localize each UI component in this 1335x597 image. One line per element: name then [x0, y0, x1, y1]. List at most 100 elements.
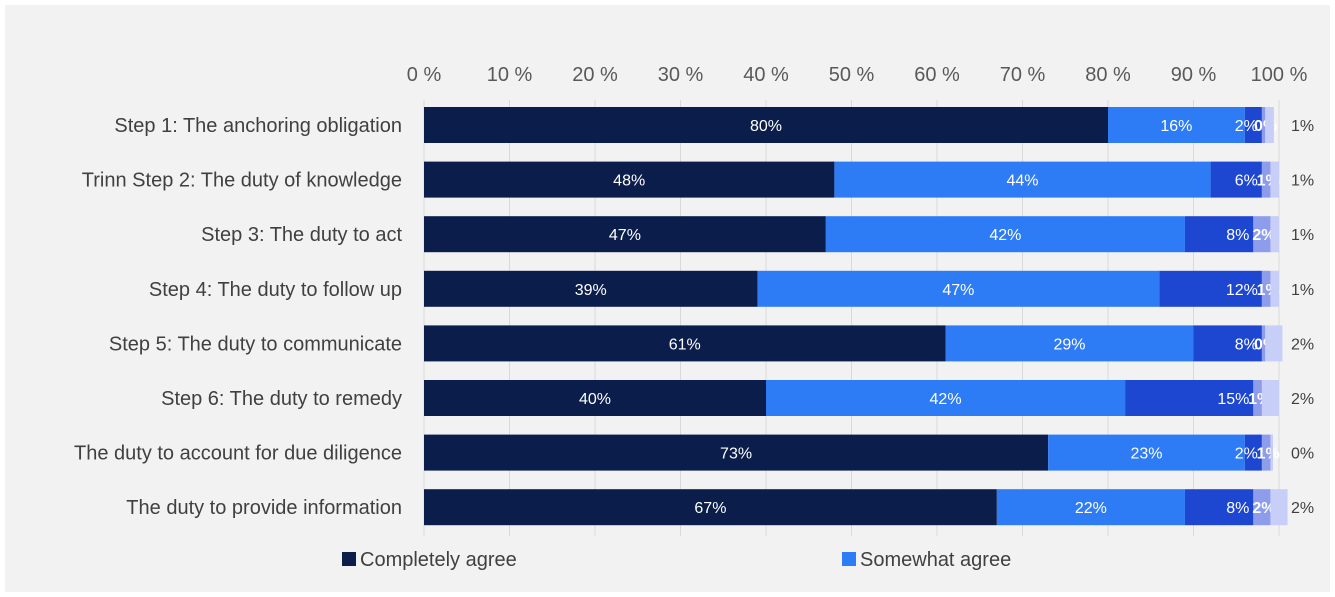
bar-segment: [1270, 434, 1274, 471]
bar-segment: [424, 216, 826, 253]
data-label: 67%: [694, 500, 726, 517]
x-tick-label: 90 %: [1171, 64, 1217, 86]
bar-segment: [1270, 161, 1279, 198]
data-label: 2%: [1252, 227, 1275, 244]
bar-segment: [1270, 489, 1288, 526]
bar-segment: [1270, 216, 1279, 253]
bar-segment: [1261, 434, 1271, 471]
bar-segment: [1261, 325, 1266, 362]
bar-segment: [1048, 434, 1245, 471]
x-tick-label: 70 %: [1000, 64, 1046, 86]
bar-segment: [1261, 107, 1266, 143]
data-label: 2%: [1235, 446, 1258, 463]
category-label: Step 6: The duty to remedy: [161, 388, 402, 410]
data-label: 42%: [930, 391, 962, 408]
data-label: 23%: [1130, 446, 1162, 463]
data-label: 2%: [1252, 500, 1275, 517]
data-label: 2%: [1291, 391, 1314, 408]
stacked-bar-chart: 0 % 10 % 20 % 30 % 40 % 50 % 60 % 70 % 80 % 90 % 1…: [74, 64, 1314, 571]
category-label: Step 1: The anchoring obligation: [114, 115, 402, 137]
bar-segment: [1210, 161, 1262, 198]
data-label: 8%: [1226, 500, 1249, 517]
legend-label: Somewhat agree: [860, 549, 1011, 571]
category-label: Trinn Step 2: The duty of knowledge: [82, 170, 402, 192]
bar-segment: [1261, 161, 1271, 198]
bar-segment: [996, 489, 1185, 526]
x-tick-label: 0 %: [407, 64, 442, 86]
category-label: Step 5: The duty to communicate: [109, 333, 402, 355]
data-label: 15%: [1217, 391, 1249, 408]
bar-segment: [1108, 107, 1245, 143]
x-tick-label: 50 %: [829, 64, 875, 86]
bar-segment: [1159, 270, 1262, 307]
x-tick-label: 100 %: [1251, 64, 1308, 86]
data-label: 47%: [942, 282, 974, 299]
bar-segment: [1125, 380, 1254, 416]
x-tick-label: 30 %: [658, 64, 704, 86]
bar-segment: [1244, 107, 1262, 143]
x-tick-label: 60 %: [914, 64, 960, 86]
data-label: 1%: [1291, 282, 1314, 299]
x-tick-label: 80 %: [1085, 64, 1131, 86]
data-label: 12%: [1226, 282, 1258, 299]
data-label: 8%: [1235, 336, 1258, 353]
bar-segment: [424, 434, 1049, 471]
category-label: Step 4: The duty to follow up: [149, 279, 402, 301]
data-label: 2%: [1291, 336, 1314, 353]
bar-segment: [424, 270, 758, 307]
data-label: 80%: [750, 118, 782, 135]
bar-segment: [1261, 380, 1279, 416]
bar-segment: [1265, 325, 1283, 362]
bar-segment: [1184, 216, 1254, 253]
bar-segment: [834, 161, 1211, 198]
bar-segment: [1270, 270, 1279, 307]
data-label: 1%: [1291, 118, 1314, 135]
bar-segment: [424, 489, 997, 526]
data-label: 2%: [1291, 500, 1314, 517]
x-tick-label: 20 %: [572, 64, 618, 86]
bar-segment: [825, 216, 1185, 253]
bar-segment: [424, 380, 766, 416]
legend-swatch: [342, 552, 356, 566]
bar-segment: [1261, 270, 1271, 307]
bar-segment: [1265, 107, 1274, 143]
x-tick-label: 10 %: [487, 64, 533, 86]
bar-segment: [1253, 489, 1271, 526]
bar-segment: [424, 161, 835, 198]
x-tick-label: 40 %: [743, 64, 789, 86]
data-label: 1%: [1291, 227, 1314, 244]
data-label: 6%: [1235, 173, 1258, 190]
data-label: 61%: [669, 336, 701, 353]
category-label: Step 3: The duty to act: [201, 224, 402, 246]
data-label: 1%: [1257, 446, 1280, 463]
data-label: 47%: [609, 227, 641, 244]
data-label: 16%: [1160, 118, 1192, 135]
bar-segment: [1244, 434, 1262, 471]
data-label: 39%: [575, 282, 607, 299]
data-label: 48%: [613, 173, 645, 190]
data-label: 0%: [1291, 446, 1314, 463]
bar-segment: [1253, 380, 1262, 416]
bar-segment: [1184, 489, 1254, 526]
data-label: 2%: [1235, 118, 1258, 135]
data-label: 22%: [1075, 500, 1107, 517]
data-label: 40%: [579, 391, 611, 408]
data-label: 1%: [1291, 173, 1314, 190]
legend-swatch: [842, 552, 856, 566]
data-label: 44%: [1006, 173, 1038, 190]
data-label: 73%: [720, 446, 752, 463]
bar-segment: [757, 270, 1160, 307]
bar-segment: [424, 325, 946, 362]
bar-segment: [1193, 325, 1262, 362]
legend-label: Completely agree: [360, 549, 517, 571]
chart-container: 0 % 10 % 20 % 30 % 40 % 50 % 60 % 70 % 80 % 90 % 1…: [5, 5, 1330, 592]
data-label: 42%: [989, 227, 1021, 244]
bar-segment: [766, 380, 1126, 416]
data-label: 29%: [1054, 336, 1086, 353]
category-label: The duty to account for due diligence: [74, 443, 402, 465]
category-label: The duty to provide information: [126, 497, 402, 519]
bar-segment: [945, 325, 1194, 362]
bar-segment: [424, 107, 1108, 143]
bar-segment: [1253, 216, 1271, 253]
data-label: 8%: [1226, 227, 1249, 244]
